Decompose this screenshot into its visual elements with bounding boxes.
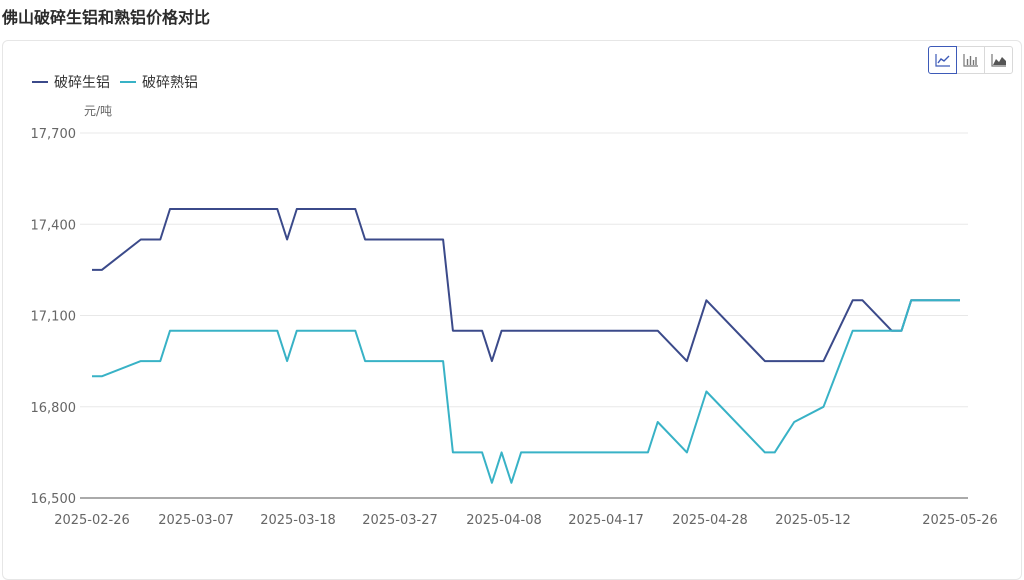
area-chart-icon <box>990 54 1006 67</box>
chart-legend: 破碎生铝 破碎熟铝 <box>32 72 208 92</box>
line-chart-button[interactable] <box>928 46 957 74</box>
x-tick-label: 2025-04-08 <box>466 513 542 528</box>
x-tick-label: 2025-04-17 <box>568 513 644 528</box>
legend-label-raw-aluminum: 破碎生铝 <box>54 75 110 91</box>
x-tick-label: 2025-05-26 <box>922 513 998 528</box>
chart-type-toolbar <box>928 46 1013 74</box>
x-tick-label: 2025-03-27 <box>362 513 438 528</box>
x-tick-label: 2025-05-12 <box>775 513 851 528</box>
page-title: 佛山破碎生铝和熟铝价格对比 <box>2 8 211 27</box>
x-tick-label: 2025-03-18 <box>260 513 336 528</box>
legend-swatch-raw-aluminum <box>32 81 48 83</box>
legend-item-raw-aluminum[interactable]: 破碎生铝 <box>32 72 110 92</box>
y-tick-label: 17,700 <box>31 127 77 142</box>
line-chart-icon <box>934 54 950 67</box>
area-chart-button[interactable] <box>984 46 1013 74</box>
series-line-raw-aluminum <box>92 208 960 363</box>
series-line-cooked-aluminum <box>92 299 960 484</box>
y-tick-label: 17,400 <box>31 218 77 233</box>
y-tick-label: 16,500 <box>31 492 77 507</box>
y-axis-unit-label: 元/吨 <box>84 104 113 118</box>
x-tick-label: 2025-03-07 <box>158 513 234 528</box>
x-tick-label: 2025-02-26 <box>54 513 130 528</box>
legend-label-cooked-aluminum: 破碎熟铝 <box>142 75 198 91</box>
price-line-chart: 16,500 16,800 17,100 17,400 17,700 2025-02-26… <box>31 127 998 528</box>
x-tick-label: 2025-04-28 <box>672 513 748 528</box>
chart-panel <box>2 40 1022 580</box>
y-tick-label: 17,100 <box>31 310 77 325</box>
legend-swatch-cooked-aluminum <box>120 81 136 83</box>
bar-chart-icon <box>962 54 978 67</box>
y-tick-label: 16,800 <box>31 401 77 416</box>
legend-item-cooked-aluminum[interactable]: 破碎熟铝 <box>120 72 198 92</box>
